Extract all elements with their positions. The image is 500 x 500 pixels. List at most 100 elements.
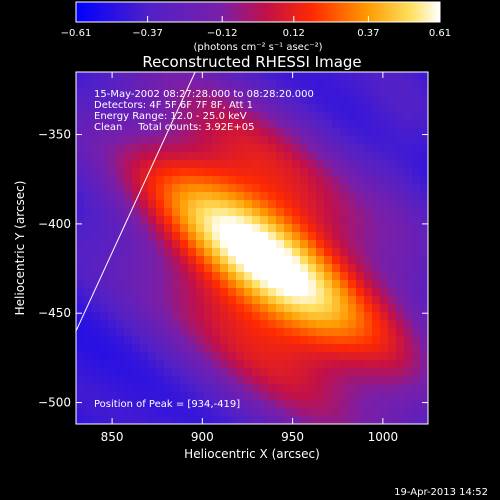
heatmap-pixel — [220, 112, 229, 121]
heatmap-pixel — [332, 360, 341, 369]
heatmap-pixel — [396, 104, 405, 113]
heatmap-pixel — [412, 384, 421, 393]
heatmap-pixel — [204, 136, 213, 145]
heatmap-pixel — [92, 272, 101, 281]
heatmap-pixel — [156, 304, 165, 313]
heatmap-pixel — [340, 264, 349, 273]
heatmap-pixel — [108, 336, 117, 345]
heatmap-pixel — [180, 296, 189, 305]
heatmap-pixel — [340, 160, 349, 169]
heatmap-pixel — [356, 376, 365, 385]
heatmap-pixel — [220, 184, 229, 193]
heatmap-pixel — [348, 152, 357, 161]
heatmap-pixel — [388, 272, 397, 281]
heatmap-pixel — [404, 296, 413, 305]
heatmap-pixel — [148, 368, 157, 377]
heatmap-pixel — [172, 112, 181, 121]
heatmap-pixel — [100, 352, 109, 361]
heatmap-pixel — [332, 168, 341, 177]
heatmap-pixel — [404, 120, 413, 129]
heatmap-pixel — [124, 240, 133, 249]
heatmap-pixel — [220, 152, 229, 161]
heatmap-pixel — [204, 128, 213, 137]
heatmap-pixel — [348, 208, 357, 217]
heatmap-pixel — [204, 104, 213, 113]
heatmap-pixel — [252, 168, 261, 177]
heatmap-pixel — [340, 96, 349, 105]
heatmap-pixel — [100, 376, 109, 385]
heatmap-pixel — [148, 264, 157, 273]
heatmap-pixel — [196, 80, 205, 89]
heatmap-pixel — [164, 248, 173, 257]
heatmap-pixel — [164, 152, 173, 161]
heatmap-pixel — [348, 304, 357, 313]
heatmap-pixel — [332, 344, 341, 353]
heatmap-pixel — [180, 144, 189, 153]
heatmap-pixel — [172, 416, 181, 424]
heatmap-pixel — [420, 344, 428, 353]
heatmap-pixel — [404, 312, 413, 321]
heatmap-pixel — [356, 176, 365, 185]
heatmap-pixel — [204, 368, 213, 377]
plot-area: 15-May-2002 08:27:28.000 to 08:28:20.000… — [38, 71, 429, 444]
heatmap-pixel — [140, 136, 149, 145]
heatmap-pixel — [140, 224, 149, 233]
heatmap-pixel — [260, 344, 269, 353]
heatmap-pixel — [116, 336, 125, 345]
heatmap-pixel — [172, 176, 181, 185]
heatmap-pixel — [316, 88, 325, 97]
heatmap-pixel — [244, 360, 253, 369]
heatmap-pixel — [332, 72, 341, 81]
heatmap-pixel — [308, 176, 317, 185]
heatmap-pixel — [172, 168, 181, 177]
heatmap-pixel — [308, 360, 317, 369]
heatmap-pixel — [84, 368, 93, 377]
x-tick-label: 900 — [191, 430, 214, 444]
heatmap-pixel — [212, 176, 221, 185]
colorbar-ticks: −0.61 −0.37 −0.12 0.12 0.37 0.61 — [61, 16, 451, 39]
heatmap-pixel — [100, 152, 109, 161]
heatmap-pixel — [292, 384, 301, 393]
heatmap-pixel — [140, 176, 149, 185]
heatmap-pixel — [116, 184, 125, 193]
heatmap-pixel — [300, 184, 309, 193]
heatmap-pixel — [116, 200, 125, 209]
heatmap-pixel — [396, 368, 405, 377]
y-axis-ticks: −350−400−450−500 — [38, 128, 428, 410]
heatmap-pixel — [292, 200, 301, 209]
heatmap-pixel — [148, 232, 157, 241]
heatmap-pixel — [420, 408, 428, 417]
heatmap-pixel — [356, 256, 365, 265]
heatmap-pixel — [236, 224, 245, 233]
heatmap-pixel — [156, 168, 165, 177]
heatmap-pixel — [276, 96, 285, 105]
heatmap-pixel — [244, 248, 253, 257]
heatmap-pixel — [324, 248, 333, 257]
heatmap-pixel — [356, 240, 365, 249]
heatmap-pixel — [372, 208, 381, 217]
heatmap-pixel — [404, 256, 413, 265]
heatmap-pixel — [420, 192, 428, 201]
heatmap-pixel — [364, 336, 373, 345]
heatmap-pixel — [132, 280, 141, 289]
heatmap-pixel — [228, 128, 237, 137]
heatmap-pixel — [124, 128, 133, 137]
heatmap-pixel — [204, 264, 213, 273]
heatmap-pixel — [204, 192, 213, 201]
heatmap-pixel — [404, 136, 413, 145]
heatmap-pixel — [84, 416, 93, 424]
heatmap-pixel — [140, 104, 149, 113]
heatmap-pixel — [396, 248, 405, 257]
heatmap-pixel — [212, 104, 221, 113]
heatmap-pixel — [204, 144, 213, 153]
heatmap-pixel — [372, 192, 381, 201]
heatmap-pixel — [116, 384, 125, 393]
heatmap-pixel — [100, 112, 109, 121]
heatmap-pixel — [220, 312, 229, 321]
heatmap-pixel — [284, 152, 293, 161]
heatmap-pixel — [316, 104, 325, 113]
heatmap-pixel — [76, 288, 85, 297]
heatmap-pixel — [332, 104, 341, 113]
heatmap-pixel — [332, 144, 341, 153]
heatmap-pixel — [220, 296, 229, 305]
